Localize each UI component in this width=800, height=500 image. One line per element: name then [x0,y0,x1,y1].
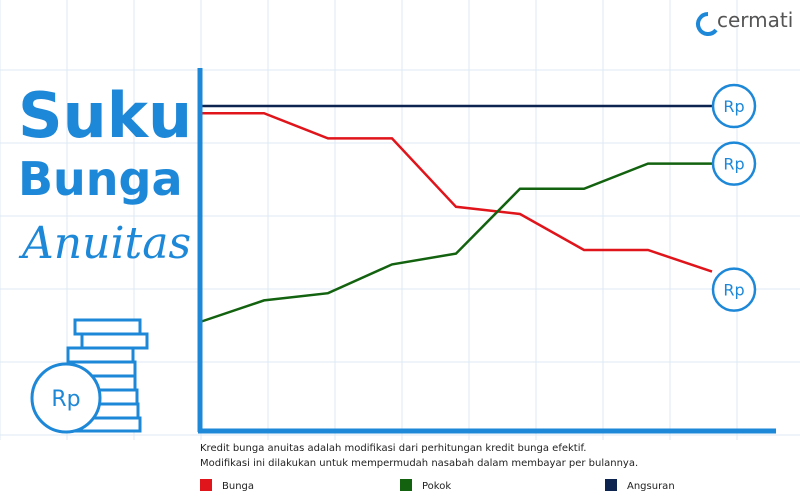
legend-label: Angsuran [627,481,675,492]
coin-face [30,362,102,434]
logo: cermati [696,8,793,36]
end-badge [711,83,757,129]
end-badge [711,267,757,312]
caption: Kredit bunga anuitas adalah modifikasi d… [200,443,586,454]
title-line: Bunga [18,152,183,206]
caption: Modifikasi ini dilakukan untuk mempermud… [200,458,638,469]
legend-swatch [400,479,412,491]
coin [66,346,135,364]
background-grid [0,0,800,440]
legend-label: Bunga [222,481,254,492]
coin [73,318,142,336]
legend: Bunga Pokok Angsuran [200,479,675,492]
logo-icon [696,12,718,36]
end-badge-label: Rp [723,97,744,116]
series-line [199,162,712,324]
end-badge [711,141,757,186]
legend-swatch [200,479,212,491]
coin-label: Rp [51,387,80,412]
series-line [200,111,713,273]
legend-swatch [605,479,617,491]
end-badge-label: Rp [723,155,744,174]
end-badge-label: Rp [723,281,744,300]
title-line: Suku [18,79,192,152]
title-line: Anuitas [18,218,191,269]
plot: Rp Rp Rp [199,83,757,324]
legend-label: Pokok [422,481,451,492]
brand: cermati [717,8,793,32]
coin [80,332,149,350]
coin-stack [30,318,149,434]
